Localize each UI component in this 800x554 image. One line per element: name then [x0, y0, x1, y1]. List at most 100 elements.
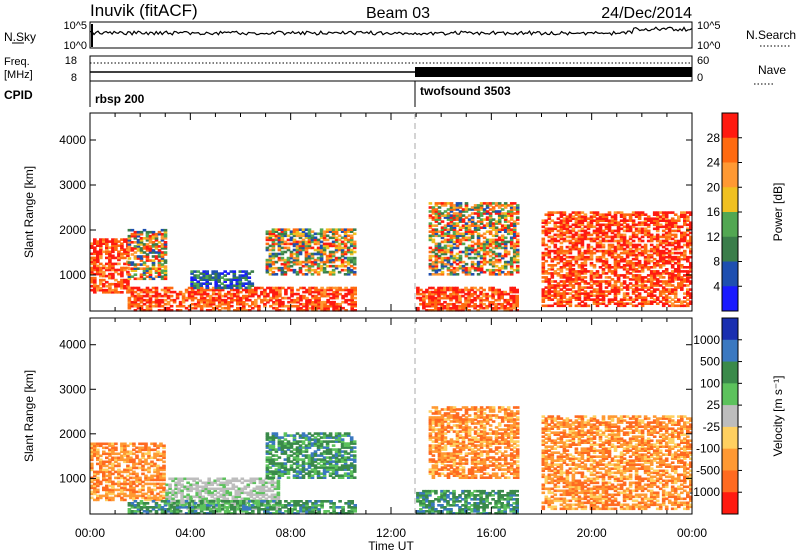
- data-cell: [550, 257, 555, 261]
- data-cell: [515, 242, 520, 246]
- data-cell: [580, 229, 585, 233]
- data-cell: [541, 288, 546, 291]
- data-cell: [190, 306, 195, 310]
- data-cell: [595, 284, 600, 287]
- data-cell: [452, 226, 457, 229]
- data-cell: [141, 464, 145, 468]
- data-cell: [251, 306, 255, 310]
- data-cell: [190, 270, 194, 273]
- data-cell: [120, 450, 124, 454]
- data-cell: [325, 234, 330, 238]
- data-cell: [96, 240, 100, 243]
- data-cell: [168, 491, 172, 495]
- data-cell: [446, 268, 451, 272]
- data-cell: [281, 309, 285, 312]
- data-cell: [105, 240, 109, 243]
- data-cell: [449, 268, 454, 272]
- data-cell: [196, 286, 200, 290]
- data-cell: [470, 236, 475, 240]
- data-cell: [509, 273, 514, 276]
- data-cell: [622, 239, 627, 243]
- data-cell: [319, 248, 324, 252]
- data-cell: [577, 257, 582, 261]
- velocity-data-layer: [90, 406, 693, 515]
- data-cell: [202, 300, 207, 304]
- data-cell: [99, 442, 103, 446]
- data-cell: [613, 255, 618, 259]
- data-cell: [616, 229, 621, 233]
- data-cell: [195, 477, 199, 481]
- data-cell: [105, 268, 109, 272]
- colorbar-tick-label: 16: [707, 205, 721, 219]
- data-cell: [133, 298, 138, 302]
- data-cell: [547, 296, 552, 299]
- data-cell: [148, 306, 153, 310]
- data-cell: [559, 270, 564, 273]
- data-cell: [455, 288, 459, 292]
- data-cell: [452, 292, 456, 296]
- data-cell: [592, 276, 597, 279]
- data-cell: [123, 470, 127, 474]
- data-cell: [313, 248, 318, 252]
- data-cell: [586, 233, 591, 237]
- data-cell: [93, 452, 97, 456]
- data-cell: [571, 233, 576, 237]
- data-cell: [322, 268, 327, 272]
- data-cell: [204, 489, 208, 493]
- data-cell: [452, 234, 457, 238]
- data-cell: [153, 470, 157, 474]
- data-cell: [673, 270, 678, 273]
- data-cell: [565, 231, 570, 235]
- data-cell: [201, 497, 205, 501]
- data-cell: [574, 280, 579, 283]
- data-cell: [556, 282, 561, 285]
- data-cell: [488, 208, 493, 211]
- data-cell: [440, 204, 445, 207]
- data-cell: [90, 464, 94, 468]
- data-cell: [628, 241, 633, 245]
- data-cell: [503, 309, 507, 312]
- data-cell: [192, 503, 196, 507]
- data-cell: [509, 206, 514, 209]
- data-cell: [252, 481, 257, 485]
- data-cell: [541, 280, 546, 283]
- data-cell: [289, 256, 294, 260]
- data-cell: [111, 282, 115, 286]
- data-cell: [277, 256, 282, 260]
- data-cell: [187, 296, 192, 300]
- data-cell: [99, 272, 103, 276]
- data-cell: [90, 466, 94, 470]
- data-cell: [307, 268, 312, 272]
- data-cell: [138, 478, 142, 482]
- data-cell: [497, 220, 502, 223]
- data-cell: [604, 249, 609, 253]
- data-cell: [266, 298, 270, 302]
- data-cell: [512, 242, 517, 246]
- data-cell: [598, 302, 603, 305]
- data-cell: [258, 497, 263, 501]
- data-cell: [437, 212, 442, 215]
- data-cell: [126, 464, 130, 468]
- data-cell: [652, 290, 657, 293]
- data-cell: [547, 249, 552, 253]
- data-cell: [231, 487, 236, 491]
- data-cell: [500, 242, 505, 246]
- data-cell: [494, 273, 499, 276]
- data-cell: [589, 221, 594, 224]
- data-cell: [652, 261, 657, 265]
- data-cell: [559, 237, 564, 241]
- data-cell: [156, 474, 160, 478]
- data-cell: [90, 486, 94, 490]
- data-cell: [434, 252, 439, 256]
- data-cell: [142, 247, 147, 250]
- data-cell: [461, 210, 466, 213]
- data-cell: [153, 448, 157, 452]
- data-cell: [252, 497, 257, 501]
- data-cell: [640, 296, 645, 299]
- data-cell: [652, 219, 657, 222]
- data-cell: [652, 227, 657, 231]
- data-cell: [437, 222, 442, 225]
- data-cell: [680, 237, 684, 241]
- data-cell: [323, 306, 327, 310]
- data-cell: [132, 464, 136, 468]
